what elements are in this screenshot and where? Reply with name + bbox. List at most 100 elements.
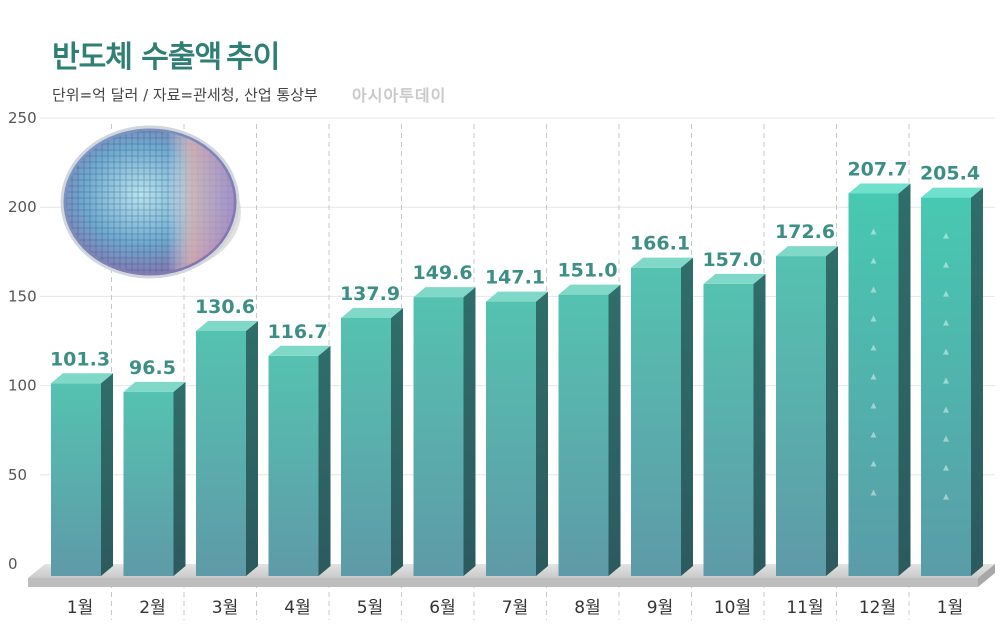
bar-arrow-mark [870,344,877,351]
bar-arrow-mark [870,489,877,496]
bar-front [123,391,174,576]
value-label: 149.6 [412,262,472,284]
value-label: 130.6 [195,296,255,318]
bar-arrow-mark [870,228,877,235]
value-label: 147.1 [485,267,545,289]
bar-9 [631,257,693,576]
bar-2 [123,381,186,576]
bar-arrow-mark [870,315,877,322]
chart-subtitle: 단위=억 달러 / 자료=관세청, 산업 통상부 [52,86,318,104]
floor-front [28,578,978,587]
bar-arrow-mark [870,402,877,409]
x-tick-label: 12월 [859,598,896,618]
bar-side [608,284,621,576]
y-tick-label: 200 [8,198,37,216]
bar-top [341,307,403,318]
bar-front [631,267,681,576]
bar-side [101,373,113,576]
bar-arrow-mark [943,232,949,239]
value-label: 205.4 [920,163,980,185]
value-label: 137.9 [340,283,400,305]
bar-top [413,287,476,298]
bar-top [51,373,113,384]
bar-top [196,321,258,332]
bar-side [898,183,911,576]
bar-front [268,355,319,576]
bar-side [246,321,258,576]
bar-top [776,246,838,257]
y-tick-label: 0 [8,555,18,573]
x-tick-label: 2월 [139,598,165,618]
bar-front [196,331,246,576]
chart-title: 반도체 수출액 추이 [52,32,280,76]
bar-top [631,257,693,268]
bar-top [558,284,621,295]
value-label: 166.1 [630,233,690,255]
bar-arrow-mark [943,406,949,413]
bar-arrow-mark [943,377,949,384]
bar-side [971,187,983,576]
x-tick-label: 5월 [357,598,383,618]
value-label: 151.0 [557,260,617,282]
title-bold: 반도체 수출액 [52,40,222,75]
bar-front [703,283,754,576]
bar-arrow-mark [870,460,877,467]
x-tick-label: 10월 [714,598,751,618]
bar-12 [848,183,911,576]
bar-front [921,197,971,576]
bar-arrow-mark [870,373,877,380]
bar-arrow-mark [870,286,877,293]
y-tick-label: 250 [8,109,37,127]
bar-side [318,345,331,576]
y-tick-label: 100 [8,377,37,395]
bar-arrow-mark [943,261,949,268]
bar-5 [341,307,403,576]
bar-top [123,381,186,392]
bar-front [486,301,536,576]
bar-1 [51,373,113,576]
x-tick-label: 1월 [937,598,963,618]
brand-watermark: 아시아투데이 [352,86,447,105]
bars [51,183,983,576]
bar-front [341,317,391,576]
bar-4 [268,345,331,576]
value-label: 101.3 [50,348,110,370]
bar-7 [486,291,548,576]
bar-arrow-mark [943,348,949,355]
value-label: 172.6 [775,221,835,243]
bar-side [826,246,838,576]
x-tick-label: 1월 [67,598,93,618]
bar-13 [921,187,983,576]
wafer-illustration [60,125,241,279]
bar-arrow-mark [870,431,877,438]
bar-top [921,187,983,198]
y-tick-label: 50 [8,466,27,484]
title-light: 추이 [226,40,280,75]
value-label: 116.7 [267,321,327,343]
bar-side [391,307,403,576]
bar-front [51,383,101,576]
bar-10 [703,273,766,576]
bar-top [703,273,766,284]
bar-6 [413,287,476,576]
bar-front [413,297,464,576]
value-label: 157.0 [702,249,762,271]
bar-side [536,291,548,576]
x-tick-label: 8월 [574,598,600,618]
bar-8 [558,284,621,576]
bar-top [848,183,911,194]
bar-side [463,287,476,576]
bar-11 [776,246,838,576]
x-tick-label: 3월 [212,598,238,618]
x-tick-label: 11월 [786,598,823,618]
bar-3 [196,321,258,576]
bar-arrow-mark [943,464,949,471]
value-label: 207.7 [847,158,907,180]
x-tick-label: 9월 [647,598,673,618]
bar-arrow-mark [870,257,877,264]
bar-side [173,381,186,576]
bar-top [268,345,331,356]
x-tick-label: 4월 [284,598,310,618]
bar-front [848,193,899,576]
